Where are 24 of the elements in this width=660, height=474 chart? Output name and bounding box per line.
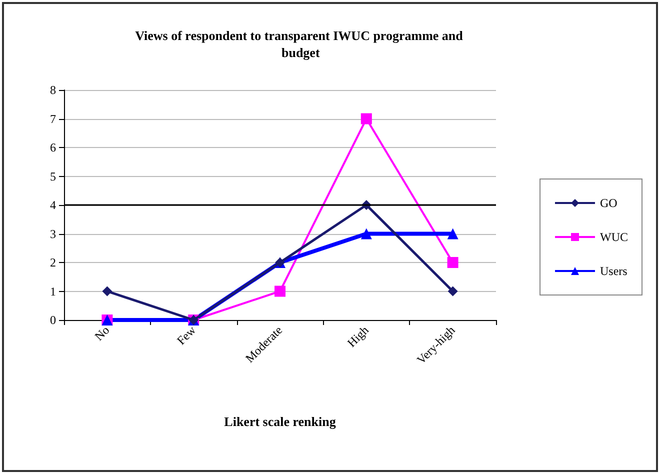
legend-label: WUC (600, 230, 628, 244)
point (360, 113, 372, 124)
y-tick-label: 2 (50, 256, 56, 270)
x-axis-title: Likert scale renking (224, 414, 336, 429)
point (447, 257, 458, 268)
legend-label: GO (600, 196, 618, 210)
legend-label: Users (600, 264, 628, 278)
y-tick-label: 5 (50, 169, 56, 184)
y-tick-label: 6 (50, 140, 56, 154)
point (274, 286, 286, 297)
y-tick-label: 0 (50, 313, 56, 327)
x-tick-label: High (344, 323, 372, 350)
chart-title: Views of respondent to transparent IWUC programme and budget (135, 28, 464, 60)
point (102, 286, 112, 296)
x-tick-label: No (92, 323, 112, 344)
point (448, 286, 458, 296)
y-tick-label: 4 (50, 198, 56, 212)
point (360, 228, 372, 240)
point (447, 228, 458, 240)
y-tick-label: 1 (50, 284, 56, 298)
y-tick-label: 3 (50, 226, 56, 241)
y-tick-label: 8 (50, 83, 56, 97)
x-tick-label: Few (174, 322, 199, 348)
y-tick-label: 7 (50, 112, 56, 126)
